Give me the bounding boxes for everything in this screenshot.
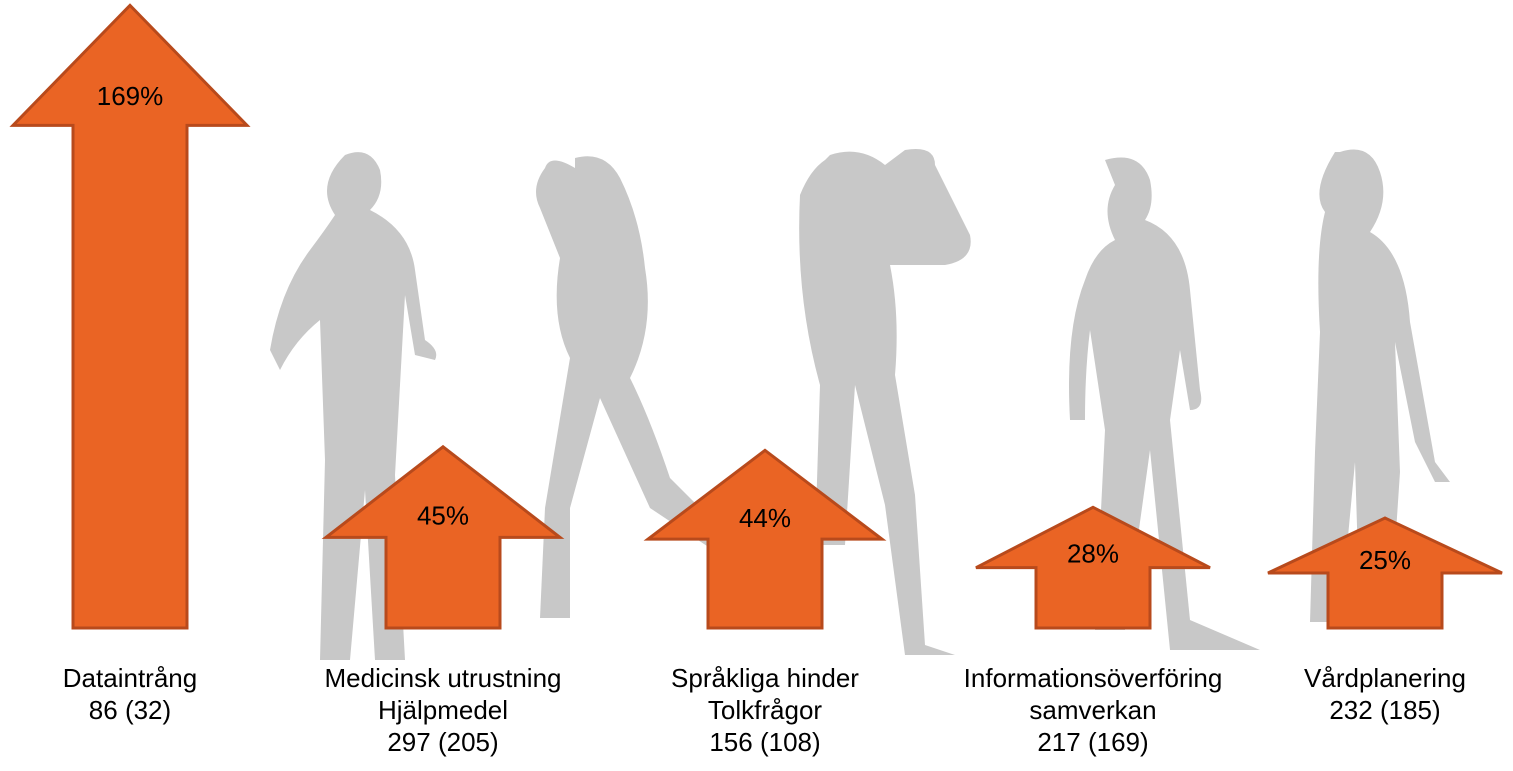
silhouette — [1310, 149, 1450, 622]
category-label: Språkliga hinder — [671, 663, 859, 693]
value-label: 44% — [739, 503, 791, 533]
category-label: Dataintrång — [63, 663, 197, 693]
category-label: Vårdplanering — [1304, 663, 1466, 693]
count-label: 86 (32) — [89, 695, 171, 725]
arrow — [975, 505, 1211, 630]
category-label: Informationsöverföring — [964, 663, 1223, 693]
count-label: 156 (108) — [709, 727, 820, 757]
count-label: 297 (205) — [387, 727, 498, 757]
value-label: 25% — [1359, 545, 1411, 575]
silhouette — [799, 149, 971, 655]
silhouette — [536, 156, 730, 618]
category-label: Medicinsk utrustning — [325, 663, 562, 693]
count-label: 217 (169) — [1037, 727, 1148, 757]
arrow — [321, 444, 565, 630]
arrow — [1267, 516, 1503, 630]
category-label: Tolkfrågor — [708, 695, 822, 725]
value-label: 45% — [417, 501, 469, 531]
arrow — [643, 448, 887, 630]
category-label: samverkan — [1029, 695, 1156, 725]
arrow — [9, 3, 251, 630]
count-label: 232 (185) — [1329, 695, 1440, 725]
category-label: Hjälpmedel — [378, 695, 508, 725]
value-label: 28% — [1067, 538, 1119, 568]
value-label: 169% — [97, 81, 164, 111]
